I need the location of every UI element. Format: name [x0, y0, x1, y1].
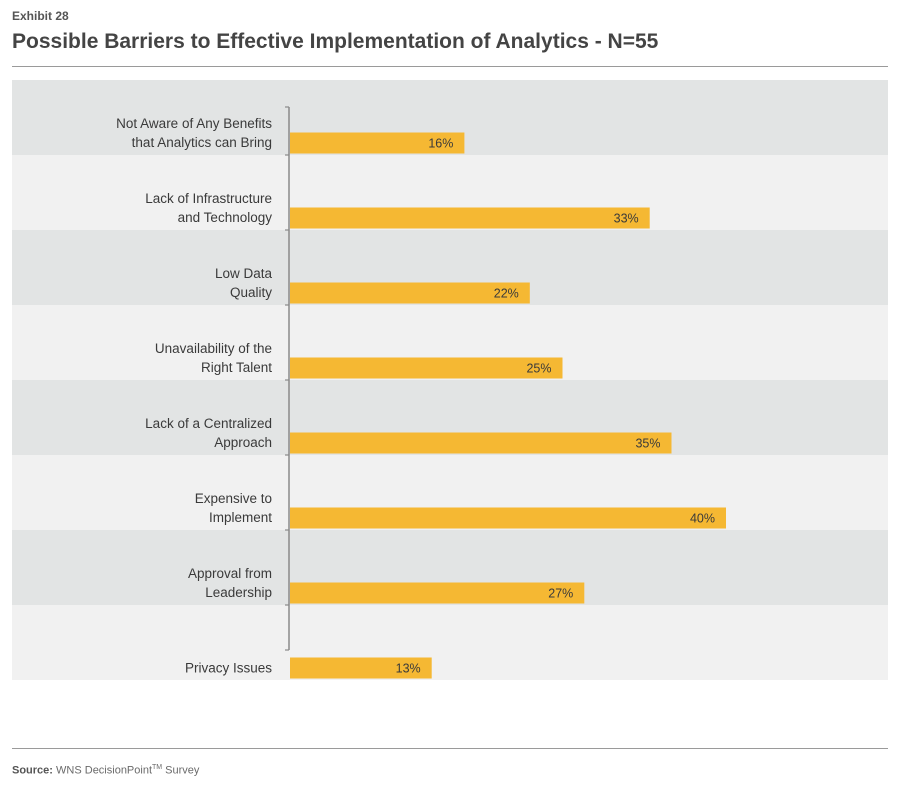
- data-label: 25%: [526, 362, 551, 376]
- bar: [290, 657, 432, 679]
- category-label: that Analytics can Bring: [132, 135, 272, 150]
- data-label: 40%: [690, 512, 715, 526]
- data-label: 33%: [614, 212, 639, 226]
- data-label: 16%: [428, 137, 453, 151]
- exhibit-label: Exhibit 28: [12, 9, 69, 23]
- category-label: Lack of a Centralized: [145, 416, 272, 431]
- bar: [290, 132, 465, 154]
- category-label: Not Aware of Any Benefits: [116, 116, 272, 131]
- title-divider: [12, 66, 888, 67]
- bar: [290, 207, 650, 229]
- category-label: Approach: [214, 435, 272, 450]
- category-label: Privacy Issues: [185, 661, 272, 676]
- category-label: Leadership: [205, 585, 272, 600]
- category-label: Right Talent: [201, 360, 272, 375]
- category-label: Approval from: [188, 566, 272, 581]
- category-label: Unavailability of the: [155, 341, 272, 356]
- category-label: and Technology: [178, 210, 273, 225]
- category-label: Lack of Infrastructure: [145, 191, 272, 206]
- source-suffix: Survey: [162, 764, 200, 777]
- source-text: WNS DecisionPoint: [56, 764, 153, 777]
- category-label: Low Data: [215, 266, 273, 281]
- chart-title: Possible Barriers to Effective Implement…: [12, 30, 659, 53]
- data-label: 35%: [635, 437, 660, 451]
- source-note: Source: WNS DecisionPointTM Survey: [12, 764, 199, 777]
- data-label: 22%: [494, 287, 519, 301]
- source-label: Source:: [12, 764, 53, 777]
- row-band: [12, 605, 888, 680]
- data-label: 27%: [548, 587, 573, 601]
- bar: [290, 432, 672, 454]
- trademark-mark: TM: [152, 764, 163, 771]
- bar: [290, 357, 563, 379]
- bar: [290, 582, 585, 604]
- data-label: 13%: [396, 662, 421, 676]
- category-label: Implement: [209, 510, 272, 525]
- footer-divider: [12, 748, 888, 749]
- bar: [290, 282, 530, 304]
- bar: [290, 507, 726, 529]
- category-label: Quality: [230, 285, 272, 300]
- category-label: Expensive to: [195, 491, 272, 506]
